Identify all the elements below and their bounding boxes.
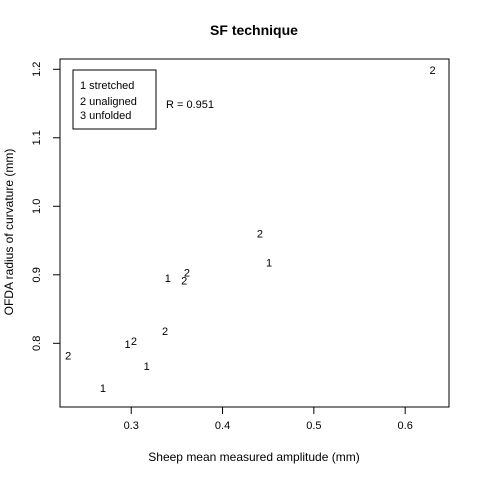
data-point: 2	[162, 326, 168, 338]
y-tick-label: 1.1	[31, 130, 43, 145]
legend: 1 stretched 2 unaligned 3 unfolded	[72, 69, 157, 130]
x-tick-label: 0.4	[215, 420, 230, 432]
y-axis: 0.8 0.9 1.0 1.1 1.2	[31, 62, 60, 351]
data-point: 2	[257, 229, 263, 241]
x-tick-label: 0.3	[124, 420, 139, 432]
data-point: 2	[430, 65, 436, 77]
x-axis: 0.3 0.4 0.5 0.6	[124, 407, 413, 432]
y-tick-label: 0.9	[31, 267, 43, 282]
data-point: 1	[165, 273, 171, 285]
legend-entry-2: 2 unaligned	[80, 96, 137, 108]
correlation-annotation: R = 0.951	[166, 99, 214, 111]
data-point: 2	[65, 351, 71, 363]
data-point: 1	[100, 383, 106, 395]
y-axis-label: OFDA radius of curvature (mm)	[2, 149, 16, 316]
y-tick-label: 0.8	[31, 336, 43, 351]
plot-frame	[59, 58, 450, 408]
data-point: 1	[125, 339, 131, 351]
data-point: 1	[266, 257, 272, 269]
data-point: 2	[131, 336, 137, 348]
legend-entry-3: 3 unfolded	[80, 110, 131, 122]
x-axis-label: Sheep mean measured amplitude (mm)	[148, 450, 359, 464]
x-tick-label: 0.6	[398, 420, 413, 432]
legend-entry-1: 1 stretched	[80, 80, 134, 92]
data-point: 2	[184, 268, 190, 280]
y-tick-label: 1.2	[31, 62, 43, 77]
chart-title: SF technique	[210, 22, 298, 38]
data-point: 1	[144, 361, 150, 373]
x-tick-label: 0.5	[306, 420, 321, 432]
legend-box	[72, 69, 157, 130]
data-point: 2	[181, 275, 187, 287]
y-tick-label: 1.0	[31, 199, 43, 214]
